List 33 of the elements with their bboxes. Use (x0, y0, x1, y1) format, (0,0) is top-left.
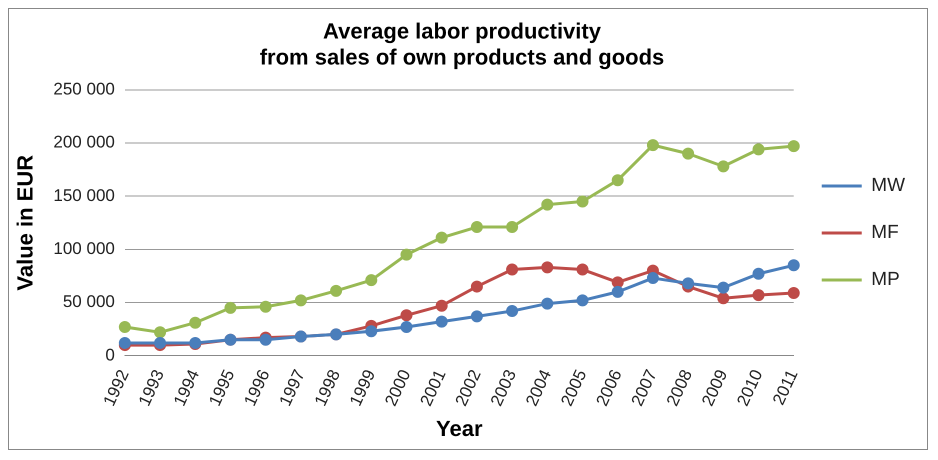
y-tick-label: 100 000 (53, 239, 115, 258)
x-tick-label: 2005 (557, 366, 590, 409)
x-tick-label: 1996 (240, 366, 274, 409)
y-tick-label: 50 000 (62, 292, 115, 312)
x-tick-label: 2001 (416, 366, 450, 409)
x-tick-label: 2010 (733, 366, 766, 409)
legend-label: MW (871, 175, 906, 196)
x-tick-label: 2007 (628, 366, 661, 409)
x-tick-label: 2009 (698, 366, 732, 409)
x-axis-title: Year (436, 416, 483, 441)
x-tick-label: 2000 (381, 366, 414, 409)
text: from sales of own products and goods (260, 44, 664, 70)
legend-label: MP (871, 269, 900, 290)
x-tick-label: 2011 (768, 366, 802, 408)
x-tick-label: 2003 (486, 366, 520, 409)
y-tick-label: 250 000 (53, 79, 115, 98)
x-tick-label: 1994 (170, 366, 204, 409)
x-tick-label: 1998 (310, 366, 344, 409)
x-tick-label: 1999 (346, 366, 380, 409)
x-tick-label: 2006 (592, 366, 626, 409)
legend-label: MF (871, 222, 899, 244)
x-tick-label: 2002 (452, 366, 485, 409)
x-tick-label: 1992 (100, 366, 133, 409)
y-tick-label: 150 000 (53, 186, 115, 205)
text: Average labor productivity (323, 18, 601, 44)
x-tick-label: 2008 (662, 366, 696, 409)
x-tick-label: 2004 (522, 366, 556, 409)
y-tick-label: 200 000 (53, 132, 115, 152)
x-tick-label: 1993 (134, 366, 168, 409)
y-tick-label: 0 (105, 345, 115, 364)
x-tick-label: 1995 (205, 366, 238, 409)
y-axis-title: Value in EUR (12, 154, 38, 291)
x-tick-label: 1997 (276, 366, 309, 409)
